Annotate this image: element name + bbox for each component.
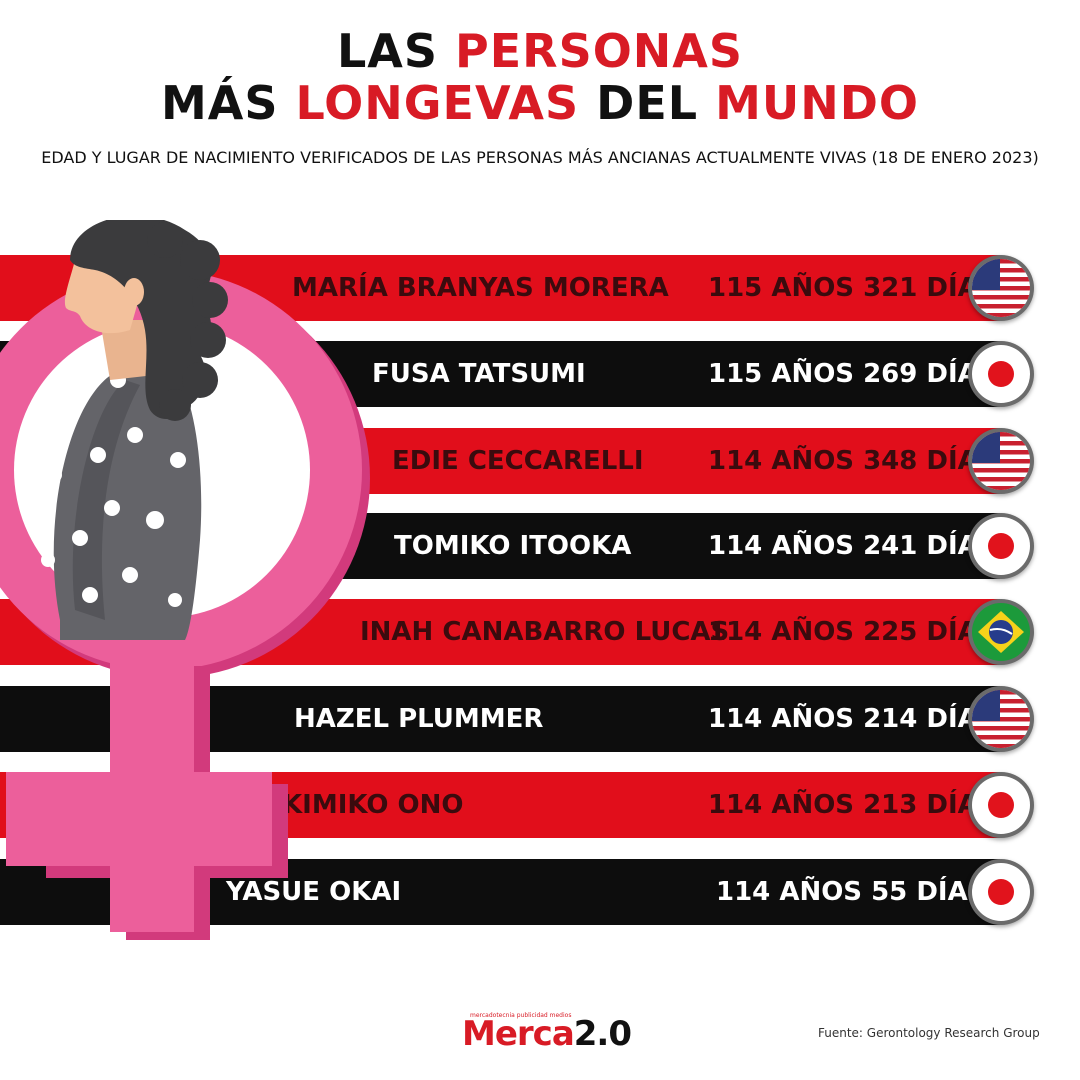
subtitle: EDAD Y LUGAR DE NACIMIENTO VERIFICADOS D… (41, 148, 1039, 167)
merca20-logo: Merca2.0 (462, 1014, 632, 1054)
japan-flag-icon (968, 859, 1034, 925)
person-age: 114 AÑOS 225 DÍAS (708, 617, 997, 647)
person-name: EDIE CECCARELLI (392, 446, 644, 476)
logo-text: 2.0 (573, 1014, 632, 1054)
person-age: 115 AÑOS 321 DÍAS (708, 273, 997, 303)
usa-flag-icon (968, 428, 1034, 494)
person-name: KIMIKO ONO (282, 790, 464, 820)
title-text: MÁS (160, 76, 296, 130)
logo-tagline: mercadotecnia publicidad medios (470, 1012, 572, 1019)
title-text: DEL (579, 76, 716, 130)
person-age: 114 AÑOS 241 DÍAS (708, 531, 997, 561)
person-name: TOMIKO ITOOKA (394, 531, 632, 561)
person-age: 114 AÑOS 213 DÍAS (708, 790, 997, 820)
person-age: 114 AÑOS 348 DÍAS (708, 446, 997, 476)
logo-text: Merca (462, 1014, 575, 1054)
person-name: YASUE OKAI (226, 877, 402, 907)
person-name: INAH CANABARRO LUCAS (360, 617, 730, 647)
japan-flag-icon (968, 341, 1034, 407)
page-title-line-1: LAS PERSONAS (0, 24, 1080, 78)
person-name: HAZEL PLUMMER (294, 704, 544, 734)
title-text: LAS (336, 24, 456, 78)
person-age: 115 AÑOS 269 DÍAS (708, 359, 997, 389)
title-highlight: PERSONAS (455, 24, 744, 78)
brazil-flag-icon (968, 599, 1034, 665)
japan-flag-icon (968, 772, 1034, 838)
source-note: Fuente: Gerontology Research Group (818, 1026, 1040, 1040)
person-name: FUSA TATSUMI (372, 359, 586, 389)
title-highlight: MUNDO (715, 76, 920, 130)
person-age: 114 AÑOS 214 DÍAS (708, 704, 997, 734)
person-age: 114 AÑOS 55 DÍAS (716, 877, 987, 907)
title-highlight: LONGEVAS (295, 76, 580, 130)
page-title-line-2: MÁS LONGEVAS DEL MUNDO (0, 76, 1080, 130)
person-name: MARÍA BRANYAS MORERA (292, 273, 669, 303)
japan-flag-icon (968, 513, 1034, 579)
woman-illustration (41, 220, 228, 640)
venus-symbol-illustration (0, 220, 370, 940)
usa-flag-icon (968, 255, 1034, 321)
usa-flag-icon (968, 686, 1034, 752)
